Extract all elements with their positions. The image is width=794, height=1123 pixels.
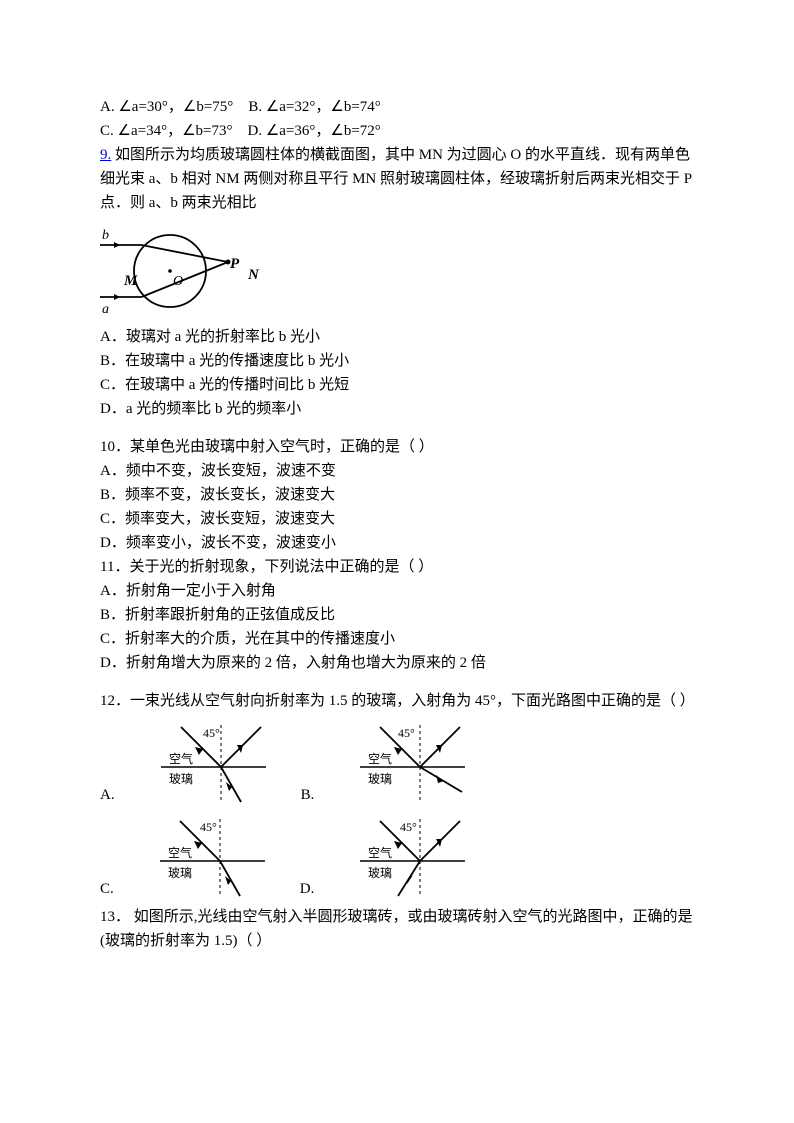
q11-optC: C．折射率大的介质，光在其中的传播速度小 <box>100 627 694 651</box>
q10-stem: 10．某单色光由玻璃中射入空气时，正确的是（ ） <box>100 435 694 459</box>
svg-text:P: P <box>230 256 240 272</box>
q12-labelC: C. <box>100 877 114 901</box>
q8-row1: A. ∠a=30°，∠b=75° B. ∠a=32°，∠b=74° <box>100 95 694 119</box>
svg-text:a: a <box>102 302 109 317</box>
svg-text:45°: 45° <box>203 726 220 740</box>
page-content: A. ∠a=30°，∠b=75° B. ∠a=32°，∠b=74° C. ∠a=… <box>0 0 794 993</box>
q9-optA: A．玻璃对 a 光的折射率比 b 光小 <box>100 325 694 349</box>
q11-optA: A．折射角一定小于入射角 <box>100 579 694 603</box>
svg-text:玻璃: 玻璃 <box>368 866 392 880</box>
q9-stem: 9. 如图所示为均质玻璃圆柱体的横截面图，其中 MN 为过圆心 O 的水平直线．… <box>100 143 694 215</box>
q12-diagC: 45° 空气 玻璃 <box>150 811 270 901</box>
svg-text:45°: 45° <box>398 726 415 740</box>
svg-text:玻璃: 玻璃 <box>368 772 392 786</box>
q12-row-ab: A. 45° 空气 玻璃 B. <box>100 717 694 807</box>
q11-stem: 11．关于光的折射现象，下列说法中正确的是（ ） <box>100 555 694 579</box>
svg-text:O: O <box>173 274 183 289</box>
q12-labelB: B. <box>301 783 315 807</box>
q13-stem: 13． 如图所示,光线由空气射入半圆形玻璃砖，或由玻璃砖射入空气的光路图中，正确… <box>100 905 694 953</box>
q9-optC: C．在玻璃中 a 光的传播时间比 b 光短 <box>100 373 694 397</box>
q9-number-link[interactable]: 9. <box>100 147 111 163</box>
q10-optD: D．频率变小，波长不变，波速变小 <box>100 531 694 555</box>
q9-stem-text: 如图所示为均质玻璃圆柱体的横截面图，其中 MN 为过圆心 O 的水平直线．现有两… <box>100 147 692 211</box>
q12-stem: 12．一束光线从空气射向折射率为 1.5 的玻璃，入射角为 45°，下面光路图中… <box>100 689 694 713</box>
q8-row2: C. ∠a=34°，∠b=73° D. ∠a=36°，∠b=72° <box>100 119 694 143</box>
svg-text:空气: 空气 <box>368 845 392 860</box>
q8-optA: A. ∠a=30°，∠b=75° <box>100 99 233 115</box>
q8-optC: C. ∠a=34°，∠b=73° <box>100 123 232 139</box>
q11-optB: B．折射率跟折射角的正弦值成反比 <box>100 603 694 627</box>
q8-optB: B. ∠a=32°，∠b=74° <box>248 99 380 115</box>
svg-text:空气: 空气 <box>169 751 193 766</box>
q12-diagB: 45° 空气 玻璃 <box>350 717 470 807</box>
q8-optD: D. ∠a=36°，∠b=72° <box>247 123 380 139</box>
q9-diagram: b a M O P N <box>100 221 694 321</box>
q10-optC: C．频率变大，波长变短，波速变大 <box>100 507 694 531</box>
svg-text:玻璃: 玻璃 <box>169 772 193 786</box>
q12-labelA: A. <box>100 783 115 807</box>
q10-optB: B．频率不变，波长变长，波速变大 <box>100 483 694 507</box>
spacer <box>100 675 694 689</box>
svg-text:45°: 45° <box>200 820 217 834</box>
q9-optD: D．a 光的频率比 b 光的频率小 <box>100 397 694 421</box>
q10-optA: A．频中不变，波长变短，波速不变 <box>100 459 694 483</box>
q11-optD: D．折射角增大为原来的 2 倍，入射角也增大为原来的 2 倍 <box>100 651 694 675</box>
q12-diagA: 45° 空气 玻璃 <box>151 717 271 807</box>
svg-text:空气: 空气 <box>168 845 192 860</box>
svg-text:b: b <box>102 228 109 243</box>
spacer <box>100 421 694 435</box>
q9-optB: B．在玻璃中 a 光的传播速度比 b 光小 <box>100 349 694 373</box>
q12-labelD: D. <box>300 877 315 901</box>
svg-text:M: M <box>123 273 138 289</box>
q12-row-cd: C. 45° 空气 玻璃 D. <box>100 811 694 901</box>
svg-text:N: N <box>247 267 260 283</box>
svg-text:45°: 45° <box>400 820 417 834</box>
svg-text:玻璃: 玻璃 <box>168 866 192 880</box>
q12-diagD: 45° 空气 玻璃 <box>350 811 470 901</box>
svg-text:空气: 空气 <box>368 751 392 766</box>
